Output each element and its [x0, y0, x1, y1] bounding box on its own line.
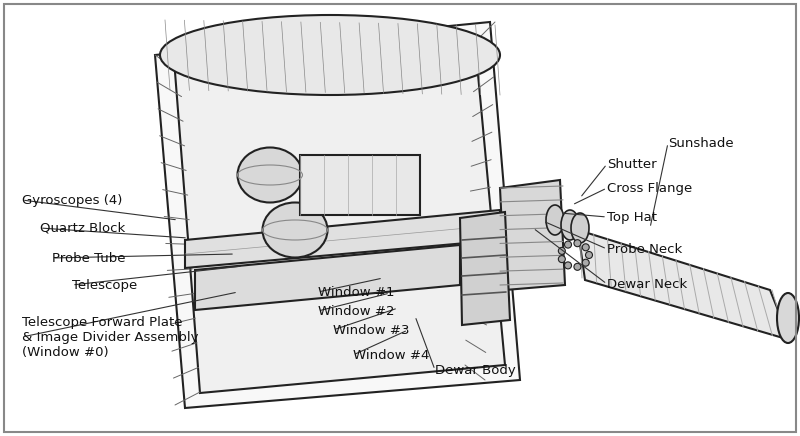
Circle shape	[558, 255, 566, 262]
Text: Shutter: Shutter	[607, 157, 657, 170]
Text: Quartz Block: Quartz Block	[40, 221, 126, 235]
Ellipse shape	[561, 210, 579, 240]
Ellipse shape	[571, 213, 589, 243]
Text: Window #2: Window #2	[318, 304, 394, 317]
Text: Window #1: Window #1	[318, 286, 394, 299]
Text: Window #3: Window #3	[333, 324, 410, 337]
Text: Probe Neck: Probe Neck	[607, 242, 682, 255]
Text: Gyroscopes (4): Gyroscopes (4)	[22, 194, 122, 207]
Circle shape	[574, 240, 581, 247]
Circle shape	[558, 247, 566, 254]
Circle shape	[582, 244, 590, 251]
Text: Dewar Body: Dewar Body	[435, 364, 516, 377]
Text: Probe Tube: Probe Tube	[52, 252, 126, 265]
Ellipse shape	[546, 205, 564, 235]
Polygon shape	[195, 245, 460, 310]
Polygon shape	[460, 212, 510, 325]
Text: Dewar Neck: Dewar Neck	[607, 277, 687, 290]
Polygon shape	[578, 230, 790, 340]
Ellipse shape	[160, 15, 500, 95]
Ellipse shape	[262, 202, 327, 258]
Polygon shape	[175, 42, 505, 393]
Polygon shape	[155, 22, 520, 408]
Text: Window #4: Window #4	[353, 348, 430, 361]
Ellipse shape	[238, 147, 302, 202]
Ellipse shape	[777, 293, 799, 343]
Circle shape	[565, 262, 571, 269]
Text: Telescope Forward Plate
& Image Divider Assembly
(Window #0): Telescope Forward Plate & Image Divider …	[22, 316, 198, 358]
Circle shape	[574, 263, 581, 270]
Text: Sunshade: Sunshade	[668, 136, 734, 150]
Circle shape	[586, 252, 593, 259]
Text: Top Hat: Top Hat	[607, 211, 657, 224]
Polygon shape	[500, 180, 565, 290]
FancyBboxPatch shape	[300, 155, 420, 215]
Circle shape	[582, 259, 590, 266]
Text: Telescope: Telescope	[72, 279, 138, 292]
Text: Cross Flange: Cross Flange	[607, 181, 692, 194]
Circle shape	[565, 241, 571, 248]
Polygon shape	[185, 210, 500, 268]
